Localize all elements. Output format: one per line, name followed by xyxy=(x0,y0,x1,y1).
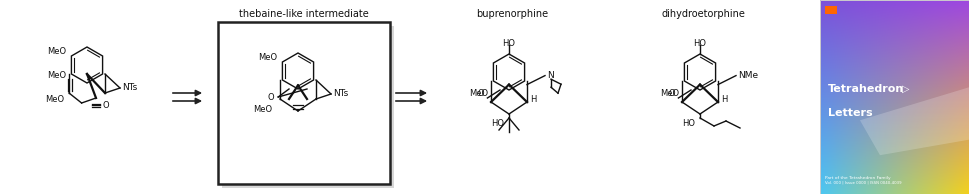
Text: HO: HO xyxy=(491,119,504,127)
Text: O: O xyxy=(478,88,484,98)
Text: N: N xyxy=(547,71,553,80)
Text: NTs: NTs xyxy=(122,83,138,93)
Text: HO: HO xyxy=(694,40,706,48)
Text: Letters: Letters xyxy=(828,107,873,118)
Bar xyxy=(218,22,390,184)
Text: ▷: ▷ xyxy=(902,84,910,94)
Bar xyxy=(820,0,969,194)
Text: H: H xyxy=(530,95,537,105)
Bar xyxy=(0,0,820,194)
Text: O: O xyxy=(669,88,675,98)
Text: thebaine-like intermediate: thebaine-like intermediate xyxy=(239,9,369,19)
Text: NTs: NTs xyxy=(333,89,348,99)
Text: Vol. 000 | Issue 0000 | ISSN 0040-4039: Vol. 000 | Issue 0000 | ISSN 0040-4039 xyxy=(825,181,901,185)
Text: MeO: MeO xyxy=(47,48,66,56)
Text: Tetrahedron: Tetrahedron xyxy=(828,84,904,94)
Polygon shape xyxy=(860,87,969,155)
Text: MeO: MeO xyxy=(45,94,64,104)
Text: buprenorphine: buprenorphine xyxy=(476,9,548,19)
Text: HO: HO xyxy=(503,40,516,48)
Text: MeO: MeO xyxy=(258,54,277,62)
Text: H: H xyxy=(721,95,728,105)
Bar xyxy=(222,26,394,188)
Text: dihydroetorphine: dihydroetorphine xyxy=(661,9,745,19)
Text: MeO: MeO xyxy=(469,89,488,99)
Text: HO: HO xyxy=(682,119,695,127)
Text: O: O xyxy=(267,93,274,101)
Text: NMe: NMe xyxy=(738,71,758,80)
Text: MeO: MeO xyxy=(47,72,66,81)
Text: Part of the Tetrahedron Family: Part of the Tetrahedron Family xyxy=(825,176,891,180)
Text: O: O xyxy=(103,100,109,109)
Bar xyxy=(825,6,837,14)
Text: MeO: MeO xyxy=(660,89,679,99)
Text: MeO: MeO xyxy=(253,105,272,113)
